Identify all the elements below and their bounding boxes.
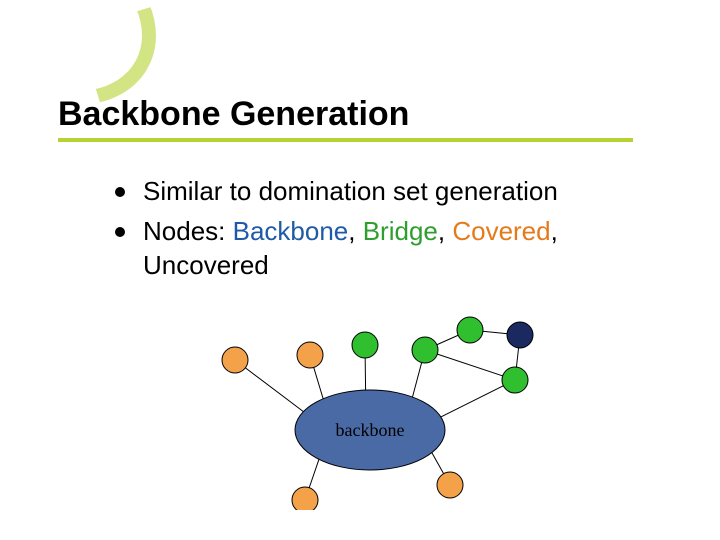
diagram-node: [507, 322, 533, 348]
diagram-node: [222, 347, 248, 373]
bullet-prefix: Nodes:: [143, 216, 233, 246]
diagram-node: [457, 317, 483, 343]
diagram-edge: [425, 350, 515, 380]
backbone-label: backbone: [336, 420, 405, 440]
diagram-node: [502, 367, 528, 393]
bullet-covered: Covered: [452, 216, 550, 246]
diagram-node: [412, 337, 438, 363]
slide: { "title": "Backbone Generation", "bulle…: [0, 0, 720, 540]
bullet-bridge: Bridge: [363, 216, 438, 246]
bullet-sep: ,: [348, 216, 362, 246]
bullet-backbone: Backbone: [233, 216, 349, 246]
diagram-node: [292, 487, 318, 510]
bullet-sep: ,: [551, 216, 558, 246]
bullet-item: Nodes: Backbone, Bridge, Covered, Uncove…: [115, 215, 655, 283]
bullet-item: Similar to domination set generation: [115, 175, 655, 209]
bullet-dot-icon: [115, 187, 125, 197]
bullet-list: Similar to domination set generation Nod…: [115, 175, 655, 288]
diagram-node: [437, 472, 463, 498]
title-underline: [58, 138, 633, 142]
slide-title: Backbone Generation: [58, 95, 409, 134]
bullet-sep: ,: [438, 216, 452, 246]
diagram-node: [352, 332, 378, 358]
bullet-text: Similar to domination set generation: [143, 175, 558, 209]
bullet-dot-icon: [115, 227, 125, 237]
bullet-uncovered: Uncovered: [143, 250, 269, 280]
network-diagram: backbone: [170, 310, 570, 510]
bullet-text: Nodes: Backbone, Bridge, Covered, Uncove…: [143, 215, 655, 283]
diagram-node: [297, 342, 323, 368]
